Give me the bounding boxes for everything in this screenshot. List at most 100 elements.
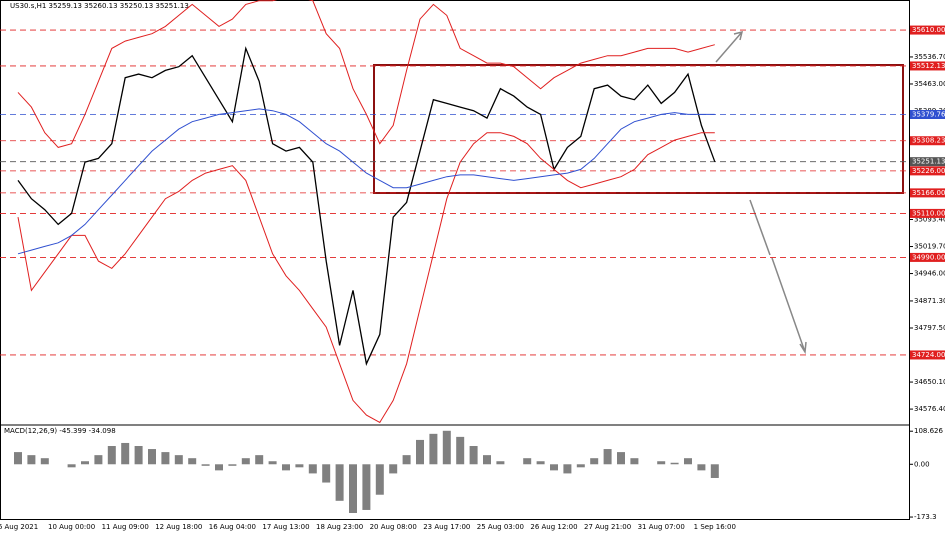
level-label: 34990.00 — [912, 253, 945, 261]
macd-bar — [469, 446, 478, 465]
macd-bar — [442, 430, 451, 465]
y-tick-label: 108.626 — [914, 427, 943, 435]
macd-bar — [335, 464, 344, 501]
y-tick-label: 34797.50 — [914, 324, 945, 332]
range-box — [373, 64, 904, 194]
x-tick-label: 20 Aug 08:00 — [370, 523, 417, 531]
level-label: 34724.00 — [912, 351, 945, 359]
macd-bar — [590, 458, 599, 465]
macd-bar — [121, 442, 130, 465]
macd-bar — [14, 452, 22, 465]
macd-bar — [148, 449, 156, 465]
macd-bar — [81, 461, 89, 465]
arrow-down-1 — [749, 199, 771, 256]
level-tag — [910, 61, 945, 71]
macd-bar — [697, 464, 706, 471]
macd-bar — [362, 464, 371, 510]
macd-bar — [456, 436, 465, 465]
macd-bar — [161, 452, 170, 465]
macd-bar — [174, 455, 183, 465]
x-tick-label: 1 Sep 16:00 — [694, 523, 736, 531]
macd-bar — [134, 446, 143, 465]
level-tag — [910, 157, 945, 167]
x-tick-label: 18 Aug 23:00 — [316, 523, 363, 531]
macd-bar — [496, 461, 505, 465]
macd-bar — [603, 449, 612, 465]
macd-bar — [630, 458, 639, 465]
series-line — [17, 108, 715, 255]
macd-bar — [27, 455, 36, 465]
level-tag — [910, 350, 945, 360]
macd-bar — [416, 439, 424, 465]
macd-bar — [563, 464, 572, 474]
series-line — [17, 46, 716, 366]
x-tick-label: 27 Aug 21:00 — [584, 523, 631, 531]
y-tick-label: 35093.40 — [914, 216, 945, 224]
macd-bar — [255, 455, 264, 465]
macd-bar — [67, 464, 76, 468]
macd-bar — [402, 455, 411, 465]
macd-bar — [429, 433, 438, 465]
macd-bar — [349, 464, 357, 513]
level-label: 35308.23 — [912, 137, 945, 145]
macd-bar — [40, 458, 49, 465]
level-label: 35251.13 — [912, 158, 945, 166]
macd-bar — [710, 464, 719, 478]
macd-bar — [657, 461, 666, 465]
level-label: 35110.00 — [912, 209, 945, 217]
macd-bar — [536, 461, 545, 465]
y-tick-label: 34946.00 — [914, 270, 945, 278]
macd-bar — [483, 455, 491, 465]
level-tag — [910, 166, 945, 176]
macd-bar — [670, 462, 679, 465]
x-tick-label: 16 Aug 04:00 — [209, 523, 256, 531]
y-tick-label: 34871.30 — [914, 297, 945, 305]
macd-bar — [94, 455, 103, 465]
y-tick-label: 34650.10 — [914, 378, 945, 386]
macd-bar — [550, 464, 558, 471]
level-tag — [910, 252, 945, 262]
y-tick-label: 35463.00 — [914, 80, 945, 88]
level-tag — [910, 109, 945, 119]
level-label: 35166.00 — [912, 189, 945, 197]
x-tick-label: 25 Aug 03:00 — [477, 523, 524, 531]
y-tick-label: 0.00 — [914, 460, 930, 468]
macd-bar — [322, 464, 331, 483]
macd-bar — [375, 464, 384, 495]
level-label: 35512.13 — [912, 62, 945, 70]
macd-bar — [215, 464, 223, 471]
plot-frame — [0, 0, 910, 520]
x-tick-label: 23 Aug 17:00 — [423, 523, 470, 531]
chart-header: US30.s,H1 35259.13 35260.13 35250.13 352… — [10, 2, 189, 10]
macd-bar — [188, 458, 197, 465]
x-tick-label: 11 Aug 09:00 — [102, 523, 149, 531]
level-tag — [910, 25, 945, 35]
series-line — [17, 0, 715, 148]
x-tick-label: 10 Aug 00:00 — [48, 523, 95, 531]
macd-header: MACD(12,26,9) -45.399 -34.098 — [4, 427, 116, 435]
level-label: 35379.76 — [912, 110, 945, 118]
macd-bar — [241, 458, 250, 465]
x-tick-label: 12 Aug 18:00 — [155, 523, 202, 531]
x-tick-label: 17 Aug 13:00 — [262, 523, 309, 531]
macd-bar — [295, 464, 304, 468]
x-tick-label: 26 Aug 12:00 — [530, 523, 577, 531]
macd-bar — [576, 464, 585, 468]
macd-bar — [228, 464, 237, 466]
macd-bar — [617, 452, 625, 465]
arrow-up — [715, 30, 744, 63]
arrow-down-2 — [771, 257, 807, 355]
level-tag — [910, 136, 945, 146]
macd-bar — [201, 464, 210, 466]
level-label: 35226.00 — [912, 167, 945, 175]
y-tick-label: 35536.70 — [914, 53, 945, 61]
x-tick-label: 31 Aug 07:00 — [638, 523, 685, 531]
x-tick-label: 6 Aug 2021 — [0, 523, 38, 531]
macd-bar — [389, 464, 398, 474]
y-tick-label: -173.3 — [914, 513, 937, 521]
macd-bar — [684, 458, 692, 465]
series-line — [17, 132, 715, 424]
level-tag — [910, 188, 945, 198]
macd-bar — [308, 464, 317, 474]
